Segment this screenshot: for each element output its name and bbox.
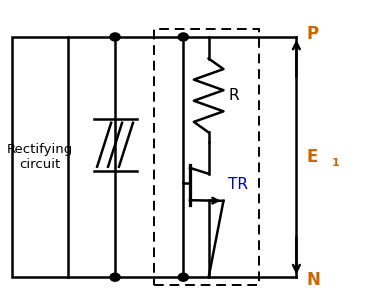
Text: E: E	[306, 148, 317, 166]
Circle shape	[110, 33, 120, 41]
Text: TR: TR	[228, 177, 248, 192]
Text: R: R	[228, 88, 239, 103]
Text: N: N	[306, 271, 320, 289]
Circle shape	[110, 273, 120, 281]
Circle shape	[178, 33, 188, 41]
Circle shape	[178, 273, 188, 281]
Text: 1: 1	[332, 158, 339, 168]
Bar	[154, 29, 259, 285]
Text: P: P	[306, 25, 318, 43]
Text: Rectifying
circuit: Rectifying circuit	[7, 143, 73, 171]
Bar	[12, 37, 68, 277]
